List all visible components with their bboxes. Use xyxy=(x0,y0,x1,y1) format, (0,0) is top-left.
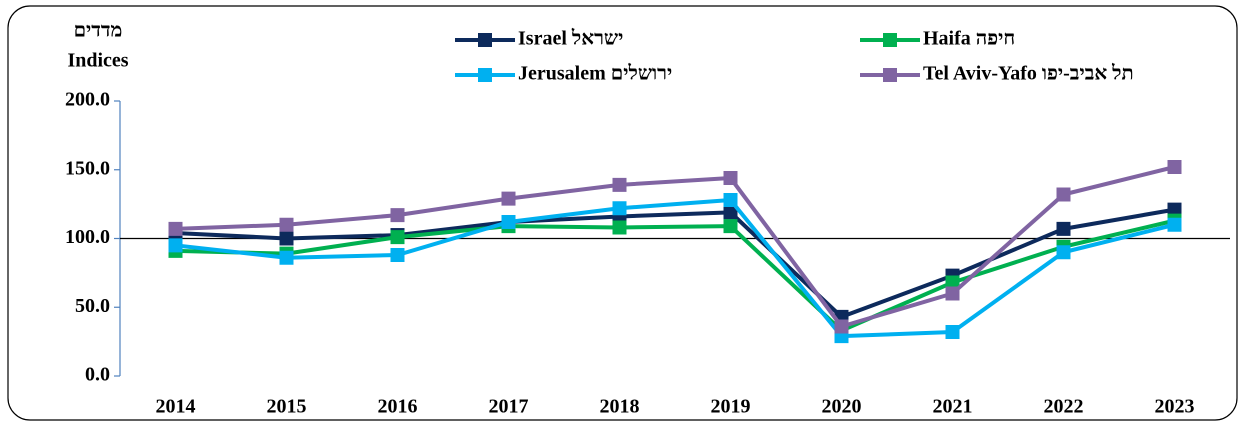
legend-marker xyxy=(883,68,897,82)
point-marker xyxy=(390,248,405,262)
x-tick-label: 2020 xyxy=(822,396,862,418)
point-marker xyxy=(1167,217,1182,232)
x-tick-label: 2021 xyxy=(933,396,973,418)
point-marker xyxy=(612,201,627,216)
x-tick-label: 2023 xyxy=(1155,396,1195,418)
legend-marker xyxy=(883,33,897,47)
point-marker xyxy=(945,275,960,290)
point-marker xyxy=(390,230,405,245)
y-axis-title: Indices xyxy=(67,50,128,72)
y-tick-label: 100.0 xyxy=(65,226,110,248)
series-line xyxy=(175,207,1175,319)
y-tick-label: 150.0 xyxy=(65,157,110,179)
point-marker xyxy=(945,325,960,339)
legend-marker xyxy=(478,68,492,82)
point-marker xyxy=(501,191,516,206)
point-marker xyxy=(612,177,627,192)
series-line xyxy=(175,218,1175,333)
point-marker xyxy=(168,221,183,236)
x-tick-label: 2016 xyxy=(378,396,418,418)
point-marker xyxy=(1056,245,1071,260)
x-tick-label: 2014 xyxy=(156,396,196,418)
point-marker xyxy=(279,250,294,265)
x-tick-label: 2019 xyxy=(711,396,751,418)
y-tick-label: 200.0 xyxy=(65,89,110,111)
legend-label: Jerusalem ירושלים xyxy=(518,63,672,85)
point-marker xyxy=(945,286,960,301)
y-axis-title: מדדים xyxy=(74,20,123,42)
series-line xyxy=(175,165,1175,329)
x-tick-label: 2022 xyxy=(1044,396,1084,418)
legend-marker xyxy=(478,33,492,47)
point-marker xyxy=(723,193,738,207)
legend-label: Israel ישראל xyxy=(518,28,623,50)
y-tick-label: 0.0 xyxy=(85,364,110,386)
point-marker xyxy=(723,205,738,220)
y-tick-label: 50.0 xyxy=(75,295,110,317)
series-line xyxy=(175,198,1175,339)
point-marker xyxy=(279,231,294,246)
legend-label: Tel Aviv-Yafo תל אביב-יפו xyxy=(923,63,1134,85)
legend-label: Haifa חיפה xyxy=(923,28,1015,50)
point-marker xyxy=(723,219,738,234)
point-marker xyxy=(168,238,183,253)
point-marker xyxy=(723,171,738,185)
x-tick-label: 2015 xyxy=(267,396,307,418)
point-marker xyxy=(612,220,627,235)
point-marker xyxy=(1167,202,1182,217)
point-marker xyxy=(1056,187,1071,202)
point-marker xyxy=(834,319,849,334)
point-marker xyxy=(1167,160,1182,174)
point-marker xyxy=(390,208,405,223)
point-marker xyxy=(279,217,294,232)
point-marker xyxy=(1056,221,1071,236)
x-tick-label: 2017 xyxy=(489,396,529,418)
point-marker xyxy=(501,215,516,229)
x-tick-label: 2018 xyxy=(600,396,640,418)
